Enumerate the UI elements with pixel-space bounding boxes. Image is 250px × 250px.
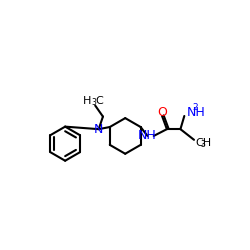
- Text: 3: 3: [92, 98, 96, 107]
- Text: O: O: [157, 106, 167, 118]
- Text: N: N: [94, 123, 103, 136]
- Text: H: H: [83, 96, 91, 106]
- Text: 3: 3: [200, 140, 205, 149]
- Text: C: C: [95, 96, 103, 106]
- Text: CH: CH: [195, 138, 211, 148]
- Text: 2: 2: [193, 103, 198, 112]
- Text: NH: NH: [138, 130, 157, 142]
- Text: NH: NH: [186, 106, 205, 118]
